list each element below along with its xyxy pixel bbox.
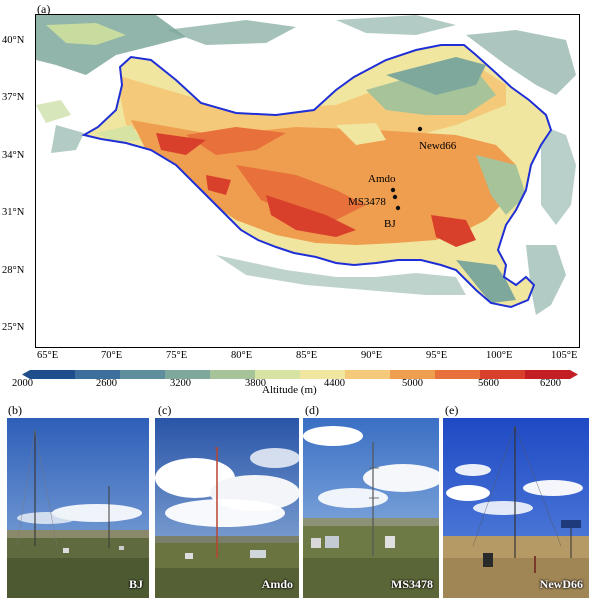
station-marker-ms3478	[392, 194, 398, 200]
panel-c-label: (c)	[158, 403, 172, 417]
colorbar-tick-2000: 2000	[12, 378, 33, 389]
lon-tick-70e: 70°E	[101, 350, 123, 361]
colorbar-segment	[30, 370, 76, 379]
photo-caption-newd66: NewD66	[539, 577, 583, 591]
photo-ms3478: MS3478	[303, 418, 439, 598]
station-label-amdo: Amdo	[368, 173, 396, 185]
panel-e-label: (e)	[445, 403, 459, 417]
lon-tick-65e: 65°E	[37, 350, 59, 361]
colorbar-segment	[165, 370, 211, 379]
lon-tick-90e: 90°E	[361, 350, 383, 361]
colorbar-tick-5600: 5600	[478, 378, 499, 389]
station-marker-bj	[395, 205, 401, 211]
photo-caption-amdo: Amdo	[261, 577, 293, 591]
colorbar-label: Altitude (m)	[262, 384, 317, 396]
colorbar-ramp	[22, 370, 578, 379]
station-label-bj: BJ	[384, 218, 396, 230]
colorbar-extend-high	[570, 370, 578, 379]
panel-a-label: (a)	[37, 2, 51, 16]
photo-bj: BJ	[7, 418, 149, 598]
photo-ms3478-image	[303, 418, 439, 598]
outer-terrain	[36, 15, 576, 315]
colorbar-segment	[435, 370, 481, 379]
photo-newd66-image	[443, 418, 589, 598]
lon-tick-75e: 75°E	[166, 350, 188, 361]
colorbar-segment	[255, 370, 301, 379]
plateau-altitude	[84, 45, 551, 307]
lat-tick-28n: 28°N	[2, 265, 25, 276]
lat-tick-34n: 34°N	[2, 150, 25, 161]
colorbar-tick-5000: 5000	[402, 378, 423, 389]
station-marker-newd66	[417, 126, 423, 132]
lat-tick-25n: 25°N	[2, 322, 25, 333]
lat-tick-40n: 40°N	[2, 35, 25, 46]
lon-tick-80e: 80°E	[231, 350, 253, 361]
colorbar-tick-3800: 3800	[245, 378, 266, 389]
tibetan-plateau-map: Newd66 Amdo MS3478 BJ	[36, 15, 576, 315]
colorbar-segment	[75, 370, 121, 379]
station-label-newd66: Newd66	[419, 140, 457, 152]
colorbar-segment	[390, 370, 436, 379]
colorbar-extend-low	[22, 370, 30, 379]
colorbar-segment	[480, 370, 526, 379]
lon-tick-100e: 100°E	[486, 350, 513, 361]
photo-bj-image	[7, 418, 149, 598]
lat-tick-31n: 31°N	[2, 207, 25, 218]
lon-tick-95e: 95°E	[426, 350, 448, 361]
colorbar-segment	[345, 370, 391, 379]
lon-tick-105e: 105°E	[551, 350, 578, 361]
colorbar-tick-2600: 2600	[96, 378, 117, 389]
panel-d-label: (d)	[305, 403, 319, 417]
photo-newd66: NewD66	[443, 418, 589, 598]
station-label-ms3478: MS3478	[348, 196, 386, 208]
station-marker-amdo	[390, 187, 396, 193]
colorbar-segment	[525, 370, 571, 379]
plateau-boundary	[81, 44, 553, 309]
photo-amdo-image	[155, 418, 299, 598]
lat-tick-37n: 37°N	[2, 92, 25, 103]
map-panel: Newd66 Amdo MS3478 BJ	[35, 14, 580, 348]
lon-tick-85e: 85°E	[296, 350, 318, 361]
colorbar-tick-3200: 3200	[170, 378, 191, 389]
colorbar-tick-4400: 4400	[324, 378, 345, 389]
colorbar-tick-6200: 6200	[540, 378, 561, 389]
colorbar-segment	[120, 370, 166, 379]
colorbar-segment	[300, 370, 346, 379]
photo-caption-ms3478: MS3478	[391, 577, 433, 591]
colorbar-segment	[210, 370, 256, 379]
altitude-colorbar	[22, 366, 578, 379]
photo-caption-bj: BJ	[128, 577, 143, 591]
photo-amdo: Amdo	[155, 418, 299, 598]
panel-b-label: (b)	[8, 403, 22, 417]
